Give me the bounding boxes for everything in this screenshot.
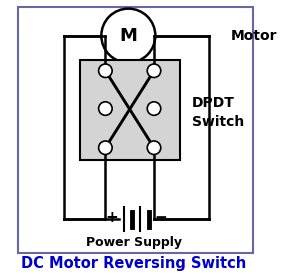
Circle shape [99,102,112,115]
Circle shape [99,141,112,155]
Circle shape [101,9,155,63]
Text: DPDT: DPDT [192,96,235,110]
FancyBboxPatch shape [18,7,253,253]
Circle shape [147,64,161,78]
Circle shape [147,141,161,155]
Text: M: M [119,27,137,45]
Text: +: + [106,210,119,225]
Text: Power Supply: Power Supply [86,236,182,249]
Bar [80,60,180,160]
Text: −: − [154,210,167,225]
Circle shape [147,102,161,115]
Text: Switch: Switch [192,115,244,129]
Text: DC Motor Reversing Switch: DC Motor Reversing Switch [21,256,246,271]
Circle shape [99,64,112,78]
Text: Motor: Motor [231,29,278,43]
